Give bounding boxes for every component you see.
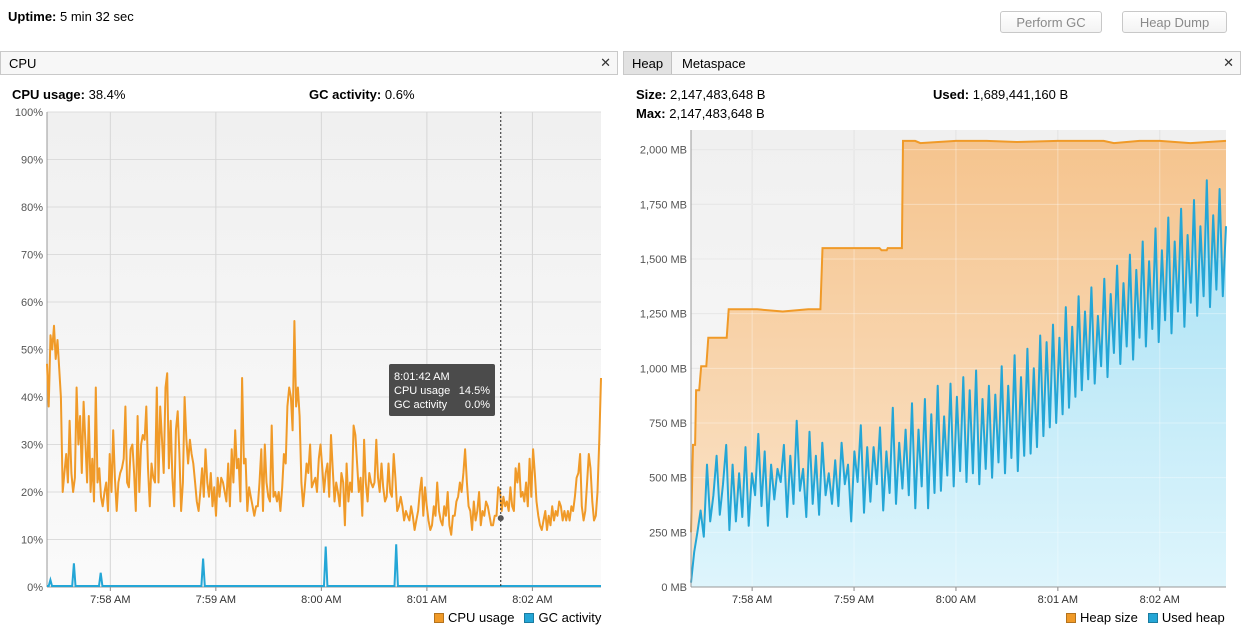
cpu-y-tick-label: 90% xyxy=(21,155,43,167)
gc-activity-value: 0.6% xyxy=(384,87,415,102)
heap-y-tick-label: 1,750 MB xyxy=(640,199,687,211)
heap-close-icon[interactable]: ✕ xyxy=(1223,55,1234,70)
tooltip-time: 8:01:42 AM xyxy=(394,371,450,383)
top-bar: Uptime: 5 min 32 sec Perform GC Heap Dum… xyxy=(0,0,1244,44)
cpu-y-tick-label: 0% xyxy=(27,582,43,594)
tab-cpu-label: CPU xyxy=(9,55,37,71)
heap-max-key: Max: xyxy=(636,106,666,121)
gc-activity-series-line xyxy=(47,544,601,587)
cpu-usage-swatch xyxy=(434,612,444,623)
heap-x-tick-label: 7:59 AM xyxy=(834,594,874,606)
used-heap-series-line xyxy=(690,179,1227,583)
cpu-y-tick-label: 100% xyxy=(15,108,43,119)
cpu-tooltip: 8:01:42 AM CPU usage 14.5% GC activity 0… xyxy=(389,364,495,416)
cpu-y-tick-label: 30% xyxy=(21,440,43,452)
tab-metaspace-label: Metaspace xyxy=(682,55,746,71)
legend-heap-size-label: Heap size xyxy=(1080,610,1138,625)
cpu-legend: CPU usage GC activity xyxy=(424,610,601,625)
heap-y-tick-label: 750 MB xyxy=(649,418,687,430)
uptime-value: 5 min 32 sec xyxy=(60,9,134,24)
heap-y-tick-label: 1,500 MB xyxy=(640,254,687,266)
heap-max-stat: Max: 2,147,483,648 B xyxy=(636,106,765,121)
tab-heap[interactable]: Heap xyxy=(624,52,673,74)
heap-used-value: 1,689,441,160 B xyxy=(972,87,1069,102)
heap-size-series-line xyxy=(690,139,1227,533)
cpu-usage-value: 38.4% xyxy=(88,87,126,102)
cpu-chart: 0% 10% 20% 30% 40% 50% 60% 70% 80% 90% 100% 7:58 A… xyxy=(15,108,602,606)
cpu-x-tick-label: 7:58 AM xyxy=(90,594,130,606)
heap-y-tick-label: 1,000 MB xyxy=(640,363,687,375)
tooltip-cpu-label: CPU usage xyxy=(394,385,450,397)
cpu-y-tick-label: 50% xyxy=(21,345,43,357)
cpu-tab-strip: CPU ✕ xyxy=(0,51,618,75)
heap-x-tick-label: 8:00 AM xyxy=(936,594,976,606)
cpu-close-icon[interactable]: ✕ xyxy=(600,55,611,70)
uptime-key: Uptime: xyxy=(8,9,57,24)
uptime-label: Uptime: 5 min 32 sec xyxy=(8,9,134,24)
cpu-x-tick-label: 7:59 AM xyxy=(196,594,236,606)
heap-size-stat: Size: 2,147,483,648 B xyxy=(636,87,765,102)
cursor-point xyxy=(497,515,504,522)
cpu-x-tick-label: 8:02 AM xyxy=(512,594,552,606)
heap-max-value: 2,147,483,648 B xyxy=(669,106,765,121)
legend-cpu-usage: CPU usage xyxy=(434,610,514,625)
heap-size-key: Size: xyxy=(636,87,667,102)
tab-metaspace[interactable]: Metaspace xyxy=(674,52,754,74)
cpu-y-tick-label: 70% xyxy=(21,250,43,262)
gc-activity-key: GC activity: xyxy=(309,87,382,102)
gc-activity-swatch xyxy=(524,612,535,623)
heap-legend: Heap size Used heap xyxy=(1056,610,1225,625)
tooltip-gc-value: 0.0% xyxy=(465,399,490,411)
legend-cpu-label: CPU usage xyxy=(448,610,515,625)
cpu-usage-key: CPU usage: xyxy=(12,87,85,102)
heap-y-tick-label: 1,250 MB xyxy=(640,309,687,321)
heap-x-tick-label: 8:01 AM xyxy=(1038,594,1078,606)
cpu-y-tick-label: 10% xyxy=(21,535,43,547)
heap-used-key: Used: xyxy=(933,87,970,102)
heap-dump-button[interactable]: Heap Dump xyxy=(1122,11,1227,33)
tooltip-gc-label: GC activity xyxy=(394,399,448,411)
cpu-y-tick-label: 40% xyxy=(21,392,43,404)
cpu-x-tick-label: 8:01 AM xyxy=(407,594,447,606)
cpu-y-tick-label: 20% xyxy=(21,487,43,499)
heap-x-tick-label: 7:58 AM xyxy=(732,594,772,606)
tab-heap-label: Heap xyxy=(632,55,664,71)
heap-used-stat: Used: 1,689,441,160 B xyxy=(933,87,1068,102)
cpu-x-tick-label: 8:00 AM xyxy=(301,594,341,606)
cpu-usage-series-line xyxy=(46,320,602,536)
cpu-usage-stat: CPU usage: 38.4% xyxy=(12,87,125,102)
heap-y-tick-label: 2,000 MB xyxy=(640,145,687,157)
heap-y-tick-label: 0 MB xyxy=(661,582,687,594)
gc-activity-stat: GC activity: 0.6% xyxy=(309,87,415,102)
heap-size-value: 2,147,483,648 B xyxy=(669,87,766,102)
perform-gc-button[interactable]: Perform GC xyxy=(1000,11,1102,33)
tab-cpu[interactable]: CPU xyxy=(1,52,44,74)
used-heap-swatch xyxy=(1147,612,1158,623)
legend-used-heap-label: Used heap xyxy=(1161,610,1225,625)
legend-heap-size: Heap size xyxy=(1066,610,1138,625)
cpu-y-tick-label: 60% xyxy=(21,297,43,309)
legend-used-heap: Used heap xyxy=(1147,610,1225,625)
tooltip-cpu-value: 14.5% xyxy=(459,385,490,397)
heap-y-tick-label: 500 MB xyxy=(649,473,687,485)
cpu-y-tick-label: 80% xyxy=(21,202,43,214)
heap-chart: 0 MB 250 MB 500 MB 750 MB 1,000 MB 1,250 MB 1,… xyxy=(640,130,1227,606)
heap-size-swatch xyxy=(1066,612,1076,623)
legend-gc-label: GC activity xyxy=(538,610,602,625)
heap-y-tick-label: 250 MB xyxy=(649,527,687,539)
heap-x-tick-label: 8:02 AM xyxy=(1140,594,1180,606)
legend-gc-activity: GC activity xyxy=(524,610,601,625)
heap-tab-strip: Heap Metaspace ✕ xyxy=(623,51,1241,75)
